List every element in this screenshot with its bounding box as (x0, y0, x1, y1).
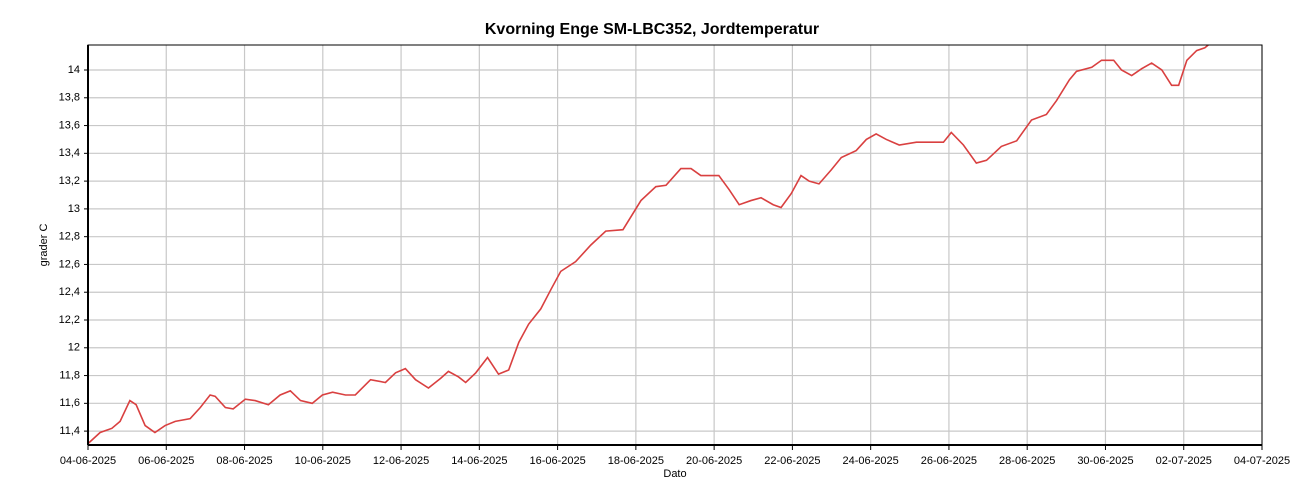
x-tick-label: 16-06-2025 (529, 455, 585, 467)
y-tick-label: 12,6 (59, 258, 80, 270)
x-tick-label: 04-07-2025 (1234, 455, 1290, 467)
x-tick-label: 06-06-2025 (138, 455, 194, 467)
y-tick-label: 14 (68, 64, 80, 76)
x-tick-label: 10-06-2025 (295, 455, 351, 467)
x-tick-label: 02-07-2025 (1156, 455, 1212, 467)
y-tick-label: 12,4 (59, 286, 80, 298)
x-tick-label: 20-06-2025 (686, 455, 742, 467)
y-tick-label: 11,6 (59, 397, 80, 409)
y-tick-label: 13 (68, 203, 80, 215)
x-tick-label: 30-06-2025 (1077, 455, 1133, 467)
x-tick-label: 26-06-2025 (921, 455, 977, 467)
data-line (88, 45, 1210, 445)
plot-frame (87, 44, 1263, 446)
y-tick-label: 13,8 (59, 92, 80, 104)
y-tick-label: 12 (68, 342, 80, 354)
x-tick-label: 12-06-2025 (373, 455, 429, 467)
y-tick-label: 11,4 (59, 425, 80, 437)
y-tick-label: 12,8 (59, 231, 80, 243)
x-tick-label: 04-06-2025 (60, 455, 116, 467)
x-tick-label: 28-06-2025 (999, 455, 1055, 467)
y-tick-label: 13,6 (59, 119, 80, 131)
y-tick-label: 13,2 (59, 175, 80, 187)
y-axis-label: grader C (38, 224, 50, 267)
y-tick-label: 13,4 (59, 147, 80, 159)
x-axis-label: Dato (663, 468, 686, 480)
x-tick-label: 22-06-2025 (764, 455, 820, 467)
chart-title: Kvorning Enge SM-LBC352, Jordtemperatur (485, 21, 819, 38)
y-tick-label: 11,8 (59, 369, 80, 381)
x-tick-label: 18-06-2025 (608, 455, 664, 467)
plot (88, 45, 1210, 445)
x-tick-label: 08-06-2025 (216, 455, 272, 467)
x-tick-label: 24-06-2025 (843, 455, 899, 467)
grid (87, 45, 1263, 445)
x-tick-label: 14-06-2025 (451, 455, 507, 467)
y-tick-label: 12,2 (59, 314, 80, 326)
